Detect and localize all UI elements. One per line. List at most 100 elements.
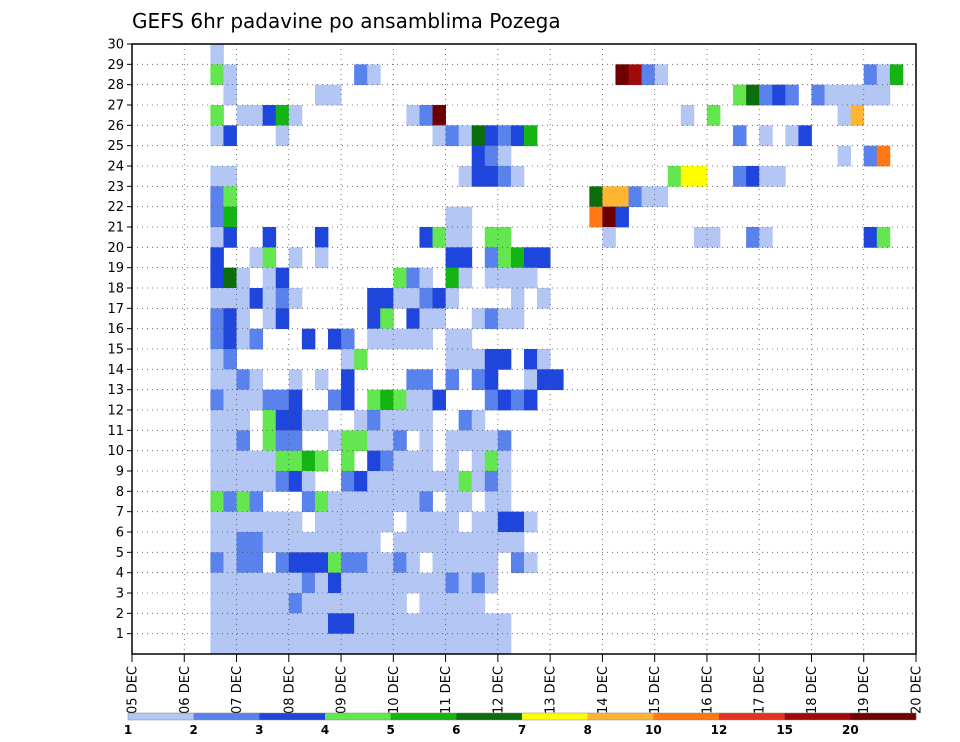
- heatmap-cell: [223, 572, 237, 594]
- heatmap-cell: [275, 633, 290, 655]
- heatmap-cell: [275, 450, 290, 472]
- heatmap-cell: [471, 633, 486, 655]
- heatmap-cell: [497, 511, 512, 533]
- heatmap-cell: [706, 227, 721, 248]
- heatmap-cell: [484, 633, 499, 655]
- grid-lines: [132, 44, 916, 654]
- y-tick-label: 23: [107, 180, 124, 195]
- heatmap-cell: [380, 471, 394, 492]
- heatmap-cell: [510, 389, 525, 411]
- heatmap-cell: [458, 532, 473, 553]
- heatmap-cell: [210, 633, 224, 655]
- heatmap-cell: [458, 328, 473, 350]
- heatmap-cell: [471, 308, 486, 330]
- heatmap-cell: [850, 105, 865, 126]
- heatmap-cell: [432, 389, 446, 411]
- heatmap-cell: [262, 247, 277, 269]
- heatmap-cell: [406, 532, 420, 553]
- heatmap-cell: [458, 267, 473, 289]
- heatmap-cell: [210, 125, 224, 147]
- heatmap-cell: [223, 450, 237, 472]
- heatmap-cell: [275, 125, 290, 147]
- colorbar-frame: [127, 712, 917, 721]
- heatmap-cell: [641, 64, 656, 86]
- heatmap-cell: [380, 511, 394, 533]
- heatmap-cell: [484, 572, 499, 594]
- heatmap-cell: [550, 369, 564, 391]
- heatmap-cell: [262, 227, 277, 248]
- heatmap-cell: [367, 491, 381, 513]
- heatmap-cell: [419, 572, 433, 594]
- heatmap-cell: [524, 369, 538, 391]
- y-tick-label: 21: [107, 221, 124, 236]
- heatmap-cell: [236, 288, 250, 309]
- heatmap-cell: [354, 613, 368, 635]
- heatmap-cell: [471, 410, 486, 431]
- heatmap-cell: [471, 572, 486, 594]
- heatmap-cell: [367, 288, 381, 309]
- heatmap-cell: [380, 389, 394, 411]
- heatmap-cell: [497, 267, 512, 289]
- heatmap-cell: [249, 593, 264, 614]
- heatmap-cell: [288, 511, 303, 533]
- heatmap-cell: [275, 613, 290, 635]
- heatmap-cell: [236, 369, 250, 391]
- heatmap-cell: [236, 389, 250, 411]
- heatmap-cell: [236, 105, 250, 126]
- heatmap-cell: [314, 532, 329, 553]
- heatmap-cell: [328, 389, 342, 411]
- heatmap-cell: [341, 328, 355, 350]
- heatmap-cell: [223, 267, 237, 289]
- heatmap-cell: [341, 349, 355, 370]
- heatmap-cell: [406, 288, 420, 309]
- heatmap-cell: [524, 552, 538, 574]
- heatmap-cell: [484, 166, 499, 187]
- heatmap-cell: [328, 572, 342, 594]
- heatmap-cell: [458, 593, 473, 614]
- heatmap-cell: [380, 613, 394, 635]
- heatmap-cell: [262, 471, 277, 492]
- heatmap-cell: [497, 227, 512, 248]
- heatmap-cell: [445, 491, 460, 513]
- heatmap-cell: [484, 450, 499, 472]
- heatmap-cell: [223, 308, 237, 330]
- heatmap-cell: [262, 105, 277, 126]
- heatmap-cell: [380, 572, 394, 594]
- heatmap-cell: [367, 450, 381, 472]
- heatmap-cell: [341, 471, 355, 492]
- heatmap-cell: [680, 105, 695, 126]
- heatmap-cell: [354, 511, 368, 533]
- heatmap-cell: [393, 633, 407, 655]
- heatmap-cell: [288, 552, 303, 574]
- heatmap-cell: [798, 125, 812, 147]
- colorbar-label: 8: [583, 723, 591, 737]
- heatmap-cell: [693, 166, 708, 187]
- heatmap-cell: [445, 247, 460, 269]
- heatmap-cell: [328, 511, 342, 533]
- heatmap-cell: [445, 613, 460, 635]
- heatmap-cell: [341, 633, 355, 655]
- y-tick-label: 5: [116, 546, 124, 561]
- heatmap-cell: [445, 633, 460, 655]
- heatmap-cell: [471, 593, 486, 614]
- y-tick-label: 24: [107, 160, 124, 175]
- heatmap-cell: [236, 471, 250, 492]
- heatmap-cell: [432, 308, 446, 330]
- heatmap-cell: [262, 308, 277, 330]
- heatmap-cell: [210, 328, 224, 350]
- heatmap-cell: [288, 288, 303, 309]
- heatmap-cell: [628, 186, 642, 208]
- heatmap-cell: [863, 64, 878, 86]
- heatmap-cell: [249, 552, 264, 574]
- heatmap-cell: [445, 552, 460, 574]
- heatmap-cell: [367, 430, 381, 452]
- heatmap-cell: [367, 328, 381, 350]
- heatmap-cell: [393, 471, 407, 492]
- heatmap-cell: [210, 410, 224, 431]
- heatmap-cell: [314, 227, 329, 248]
- heatmap-cell: [354, 491, 368, 513]
- heatmap-cell: [341, 613, 355, 635]
- heatmap-cell: [354, 471, 368, 492]
- heatmap-cell: [249, 491, 264, 513]
- heatmap-cell: [236, 532, 250, 553]
